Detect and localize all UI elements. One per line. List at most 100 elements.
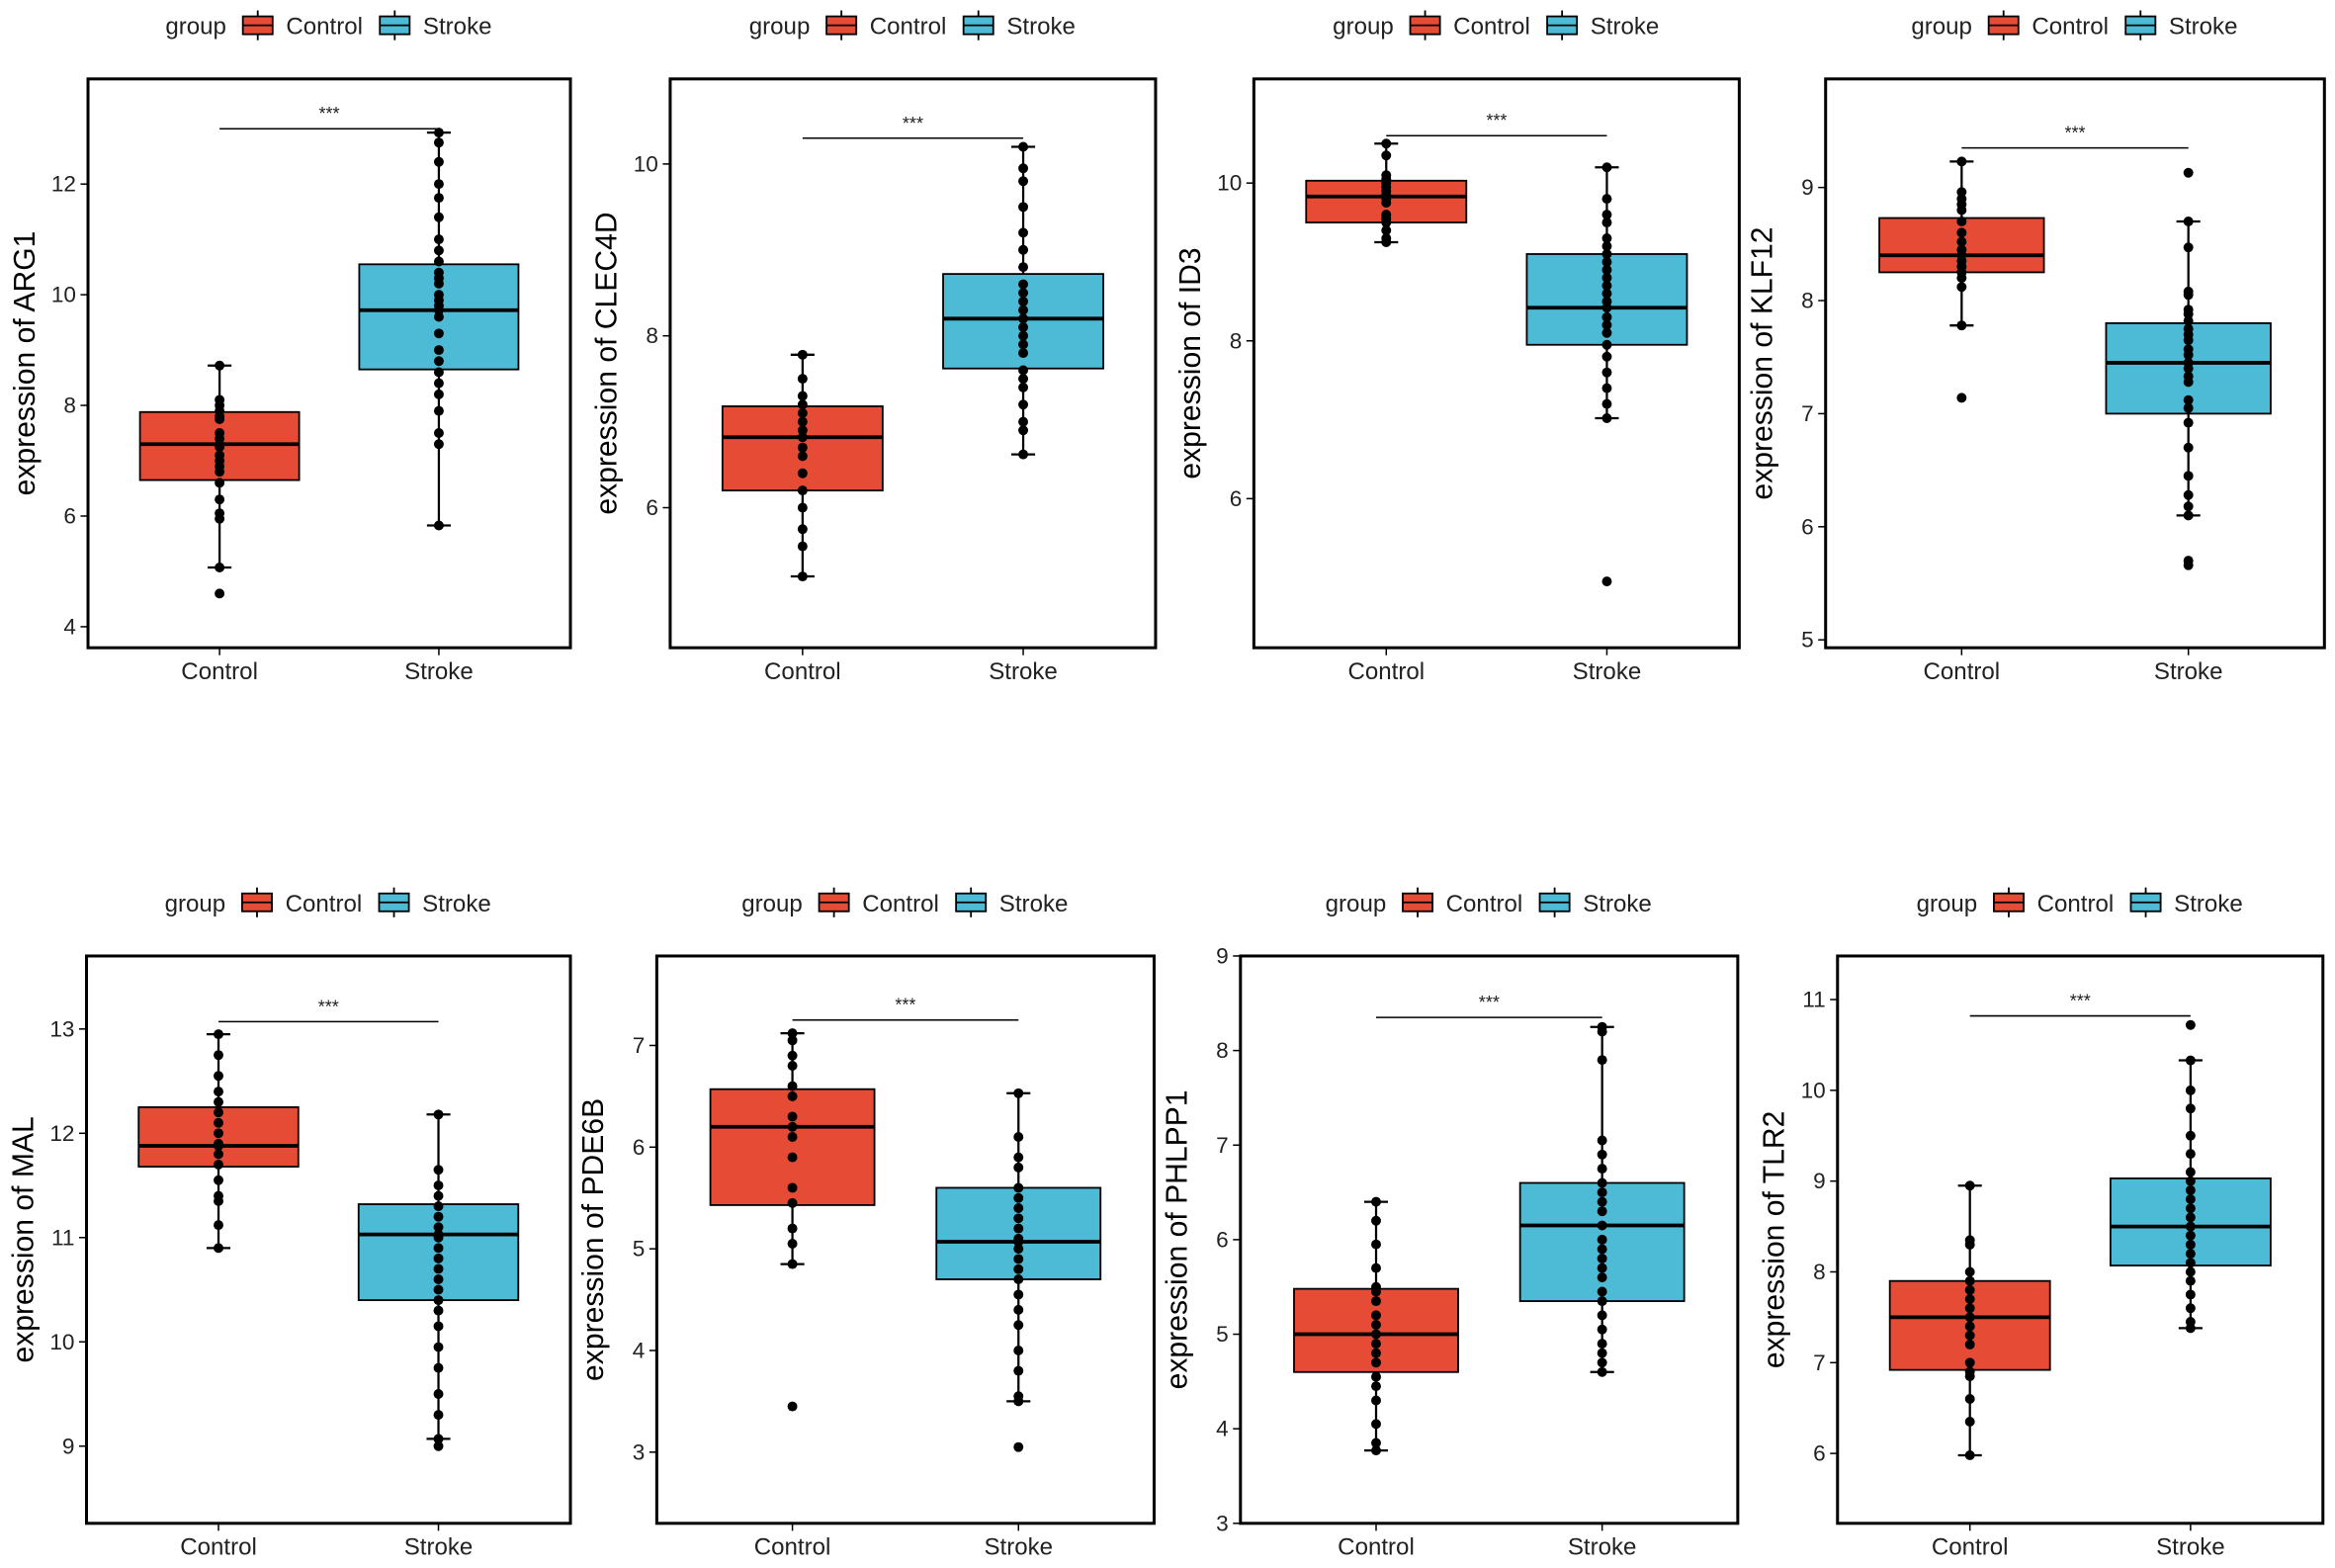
y-tick-label: 6 — [646, 495, 658, 520]
data-point — [1371, 1395, 1381, 1406]
legend-key-stroke: Stroke — [2124, 10, 2237, 41]
data-point — [2185, 1167, 2196, 1177]
data-point — [2185, 1289, 2196, 1300]
data-point — [1964, 1330, 1975, 1341]
data-point — [1601, 194, 1612, 205]
box-control — [1305, 138, 1468, 247]
data-point — [797, 502, 808, 513]
data-point — [433, 1222, 444, 1233]
data-point — [433, 234, 444, 245]
x-tick-label: Stroke — [2154, 658, 2223, 685]
data-point — [1956, 156, 1967, 167]
y-tick-label: 5 — [633, 1237, 646, 1262]
data-point — [2185, 1323, 2196, 1334]
data-point — [433, 1190, 444, 1201]
data-point — [1013, 1203, 1024, 1213]
data-point — [2183, 560, 2194, 570]
legend-key-stroke: Stroke — [2129, 887, 2243, 917]
data-point — [1956, 216, 1967, 226]
data-point — [433, 1321, 444, 1332]
data-point — [215, 360, 225, 371]
data-point — [433, 520, 444, 531]
box-control — [137, 1029, 300, 1254]
data-point — [433, 1180, 444, 1191]
data-point — [1018, 296, 1029, 306]
data-point — [433, 1243, 444, 1254]
data-point — [1013, 1152, 1024, 1163]
y-tick-label: 10 — [49, 1330, 74, 1354]
data-point — [1964, 1357, 1975, 1368]
data-point — [787, 1111, 798, 1122]
data-point — [1381, 138, 1392, 149]
data-point — [2183, 501, 2194, 512]
data-point — [2185, 1130, 2196, 1141]
data-point — [433, 367, 444, 378]
data-point — [1013, 1244, 1024, 1255]
legend-key-control: Control — [241, 10, 363, 41]
y-tick-label: 6 — [1801, 514, 1814, 539]
box-control — [1888, 1180, 2051, 1460]
legend-title: group — [1911, 14, 1972, 41]
panel-1: group Control Stroke 4 6 8 10 12 expression of A… — [9, 10, 572, 685]
data-point — [433, 128, 444, 138]
data-point — [787, 1121, 798, 1132]
data-point — [1018, 365, 1029, 376]
data-point — [1597, 1234, 1607, 1245]
data-point — [1601, 241, 1612, 251]
legend: group Control Stroke — [741, 887, 1068, 917]
y-tick-label: 7 — [633, 1033, 646, 1058]
data-point — [1371, 1263, 1381, 1273]
data-point — [1371, 1215, 1381, 1226]
data-point — [214, 1140, 223, 1151]
significance-label: *** — [2064, 124, 2085, 143]
data-point — [1371, 1419, 1381, 1430]
data-point — [1018, 449, 1029, 460]
panel-5: group Control Stroke 9 10 11 12 13 expression of… — [7, 887, 572, 1560]
legend-label: Control — [2037, 891, 2115, 917]
data-point — [1956, 205, 1967, 216]
data-point — [1964, 1417, 1975, 1427]
y-axis-title: expression of ID3 — [1174, 247, 1207, 479]
legend-title: group — [165, 891, 226, 917]
x-tick-label: Stroke — [2156, 1533, 2225, 1560]
y-tick-label: 9 — [62, 1434, 75, 1458]
data-point — [1013, 1182, 1024, 1193]
data-point — [797, 407, 808, 418]
legend: group Control Stroke — [1326, 887, 1652, 917]
data-point — [1601, 162, 1612, 173]
data-point — [1601, 264, 1612, 275]
data-point — [797, 571, 808, 582]
data-point — [214, 1149, 223, 1160]
data-point — [1597, 1357, 1607, 1368]
data-point — [1601, 233, 1612, 243]
data-point — [1013, 1365, 1024, 1376]
data-point — [797, 349, 808, 360]
legend-title: group — [165, 14, 226, 41]
data-point — [2183, 489, 2194, 500]
data-point — [2185, 1019, 2196, 1030]
data-point — [1597, 1296, 1607, 1307]
legend-key-stroke: Stroke — [379, 10, 492, 41]
data-point — [433, 311, 444, 322]
y-tick-label: 8 — [1230, 328, 1243, 353]
y-tick-label: 6 — [63, 504, 76, 529]
data-point — [1381, 225, 1392, 236]
data-point — [1018, 141, 1029, 152]
data-point — [2185, 1085, 2196, 1095]
data-point — [1601, 412, 1612, 423]
data-point — [433, 278, 444, 289]
legend-key-control: Control — [1409, 10, 1530, 41]
y-tick-label: 9 — [1801, 175, 1814, 200]
data-point — [2183, 510, 2194, 521]
data-point — [214, 1096, 223, 1107]
data-point — [2183, 308, 2194, 319]
y-tick-label: 7 — [1813, 1350, 1826, 1375]
legend-key-stroke: Stroke — [1538, 887, 1652, 917]
data-point — [787, 1239, 798, 1249]
data-point — [1013, 1223, 1024, 1234]
data-point — [1597, 1244, 1607, 1255]
data-point — [1601, 256, 1612, 267]
data-point — [2183, 377, 2194, 388]
data-point — [2185, 1103, 2196, 1114]
data-point — [1601, 367, 1612, 378]
